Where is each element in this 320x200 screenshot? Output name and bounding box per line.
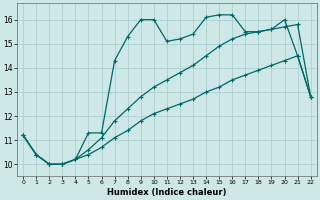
- X-axis label: Humidex (Indice chaleur): Humidex (Indice chaleur): [107, 188, 227, 197]
